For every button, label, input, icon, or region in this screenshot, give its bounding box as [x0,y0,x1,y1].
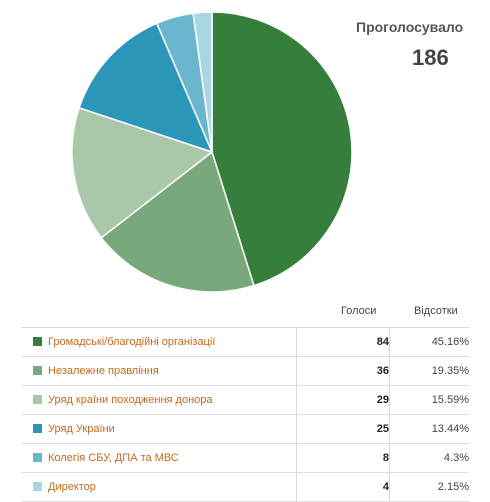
legend-swatch [33,366,42,375]
vote-percent: 13.44% [389,414,469,444]
option-label: Директор [48,481,96,493]
vote-count: 4 [296,472,390,502]
pie-slice-4 [78,22,214,154]
legend-swatch [33,453,42,462]
table-row: Уряд країни походження донора 29 15.59% [21,385,469,415]
vote-count: 8 [296,443,390,473]
option-label: Громадські/благодійні організації [48,336,216,348]
option-label: Колегія СБУ, ДПА та МВС [48,452,179,464]
vote-percent: 15.59% [389,385,469,415]
legend-swatch [33,424,42,433]
vote-count: 29 [296,385,390,415]
table-row: Незалежне правління 36 19.35% [21,356,469,386]
table-row: Колегія СБУ, ДПА та МВС 8 4.3% [21,443,469,473]
pie-slice-6 [192,11,213,153]
vote-count: 84 [296,327,390,357]
vote-count: 36 [296,356,390,386]
vote-percent: 4.3% [389,443,469,473]
vote-percent: 45.16% [389,327,469,357]
voted-total: 186 [412,45,449,70]
table-row: Уряд України 25 13.44% [21,414,469,444]
voted-label: Проголосувало [356,19,464,35]
vote-count: 25 [296,414,390,444]
pie-chart [71,11,353,293]
votes-column-header: Голоси [341,305,377,317]
table-row: Директор 4 2.15% [21,472,469,502]
results-table: Громадські/благодійні організації 84 45.… [21,327,469,502]
legend-swatch [33,395,42,404]
percent-column-header: Відсотки [414,305,458,317]
option-label: Незалежне правління [48,365,159,377]
option-label: Уряд України [48,423,115,435]
pie-slice-3 [71,106,214,239]
option-label: Уряд країни походження донора [48,394,213,406]
table-row: Громадські/благодійні організації 84 45.… [21,327,469,357]
legend-swatch [33,337,42,346]
legend-swatch [33,482,42,491]
pie-slice-1 [211,11,353,287]
pie-slice-2 [100,150,255,293]
vote-percent: 2.15% [389,472,469,502]
vote-percent: 19.35% [389,356,469,386]
